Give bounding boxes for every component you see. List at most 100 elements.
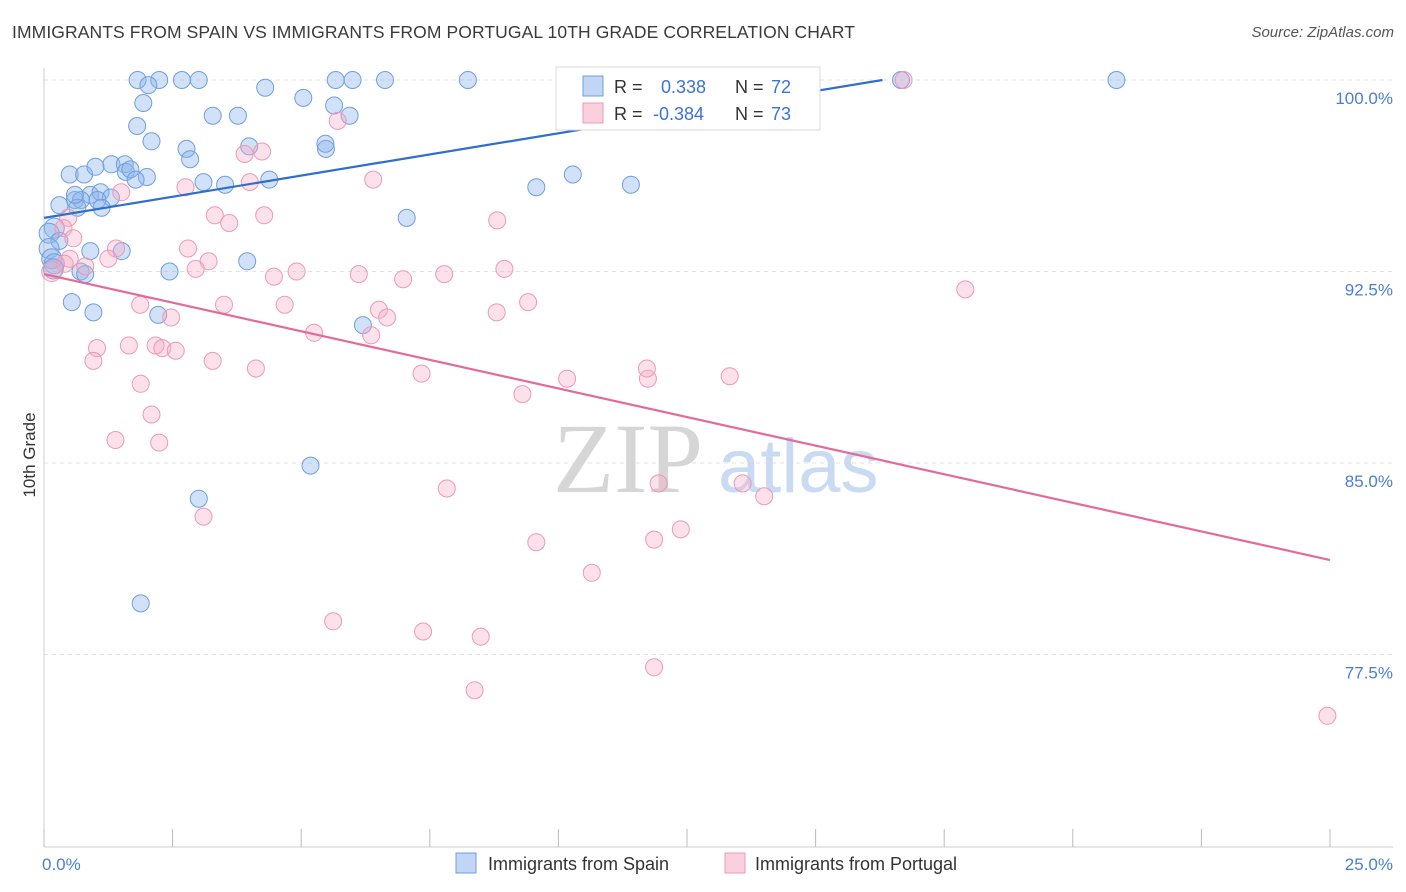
spain-point <box>256 78 275 97</box>
portugal-point <box>150 433 169 452</box>
y-tick-label: 100.0% <box>1335 89 1393 108</box>
spain-point <box>340 106 359 125</box>
portugal-point <box>487 303 506 322</box>
portugal-point <box>437 479 456 498</box>
portugal-point <box>179 239 197 258</box>
portugal-point <box>894 71 913 89</box>
source-label: Source: ZipAtlas.com <box>1251 24 1394 41</box>
chart-title: IMMIGRANTS FROM SPAIN VS IMMIGRANTS FROM… <box>12 22 856 42</box>
portugal-point <box>205 206 224 225</box>
portugal-point <box>645 530 664 549</box>
spain-point <box>189 489 208 508</box>
stats-portugal-r-label: R = <box>614 104 643 124</box>
portugal-point <box>153 339 172 358</box>
spain-point <box>139 76 158 95</box>
spain-point <box>177 139 196 158</box>
portugal-point <box>60 249 79 268</box>
portugal-point <box>64 229 83 248</box>
portugal-point <box>671 520 690 539</box>
spain-point <box>203 106 222 125</box>
spain-point <box>134 94 153 112</box>
portugal-point <box>558 369 577 388</box>
stats-portugal-n-value: 73 <box>771 104 791 124</box>
legend-spain-label: Immigrants from Spain <box>488 854 669 874</box>
spain-point <box>325 96 344 115</box>
spain-point <box>189 71 208 89</box>
portugal-point <box>328 111 347 130</box>
portugal-point <box>287 262 306 281</box>
spain-point <box>81 242 100 261</box>
series-legend: Immigrants from Spain Immigrants from Po… <box>455 852 957 874</box>
portugal-point <box>471 627 490 646</box>
spain-point <box>316 139 335 158</box>
spain-point <box>527 178 546 197</box>
portugal-point <box>131 374 150 393</box>
spain-point <box>131 594 150 613</box>
series-portugal-points <box>41 71 1337 725</box>
spain-point <box>116 162 135 181</box>
portugal-point <box>255 206 274 225</box>
spain-point <box>301 456 320 475</box>
portugal-point <box>41 261 63 282</box>
stats-portugal-n-label: N = <box>735 104 764 124</box>
spain-point <box>115 155 134 174</box>
spain-point <box>294 88 313 107</box>
legend-spain-swatch <box>455 852 477 874</box>
portugal-point <box>119 336 138 355</box>
stats-spain-n-value: 72 <box>771 77 791 97</box>
portugal-point <box>162 308 181 327</box>
x-tick-label-max: 25.0% <box>1345 855 1393 874</box>
portugal-point <box>362 326 381 345</box>
portugal-point <box>131 295 150 314</box>
portugal-point <box>186 259 205 278</box>
portugal-point <box>638 369 657 388</box>
spain-point <box>181 150 200 169</box>
stats-legend-portugal-swatch <box>582 102 604 124</box>
portugal-point <box>412 364 431 383</box>
y-tick-labels: 100.0% 92.5% 85.0% 77.5% <box>1335 89 1393 683</box>
portugal-point <box>99 249 118 268</box>
spain-point <box>102 155 121 174</box>
portugal-point <box>76 257 95 276</box>
spain-point <box>316 134 335 153</box>
portugal-point <box>84 351 103 370</box>
y-tick-label: 85.0% <box>1345 472 1393 491</box>
stats-spain-r-value: 0.338 <box>661 77 706 97</box>
portugal-point <box>649 474 668 493</box>
spain-point <box>62 293 81 312</box>
stats-legend-spain-swatch <box>582 75 604 97</box>
spain-point <box>38 222 60 244</box>
spain-point <box>150 71 169 89</box>
spain-point <box>216 175 235 194</box>
portugal-point <box>582 563 601 582</box>
spain-point <box>172 71 191 89</box>
portugal-point <box>107 239 125 258</box>
portugal-point <box>733 474 752 493</box>
portugal-point <box>166 341 185 360</box>
portugal-point <box>527 533 546 552</box>
spain-point <box>137 168 156 186</box>
portugal-point <box>637 359 656 378</box>
x-tick-label-min: 0.0% <box>42 855 81 874</box>
portugal-point <box>364 170 383 189</box>
watermark-zip: ZIP <box>553 403 703 514</box>
portugal-point <box>55 254 74 273</box>
portugal-point <box>755 487 774 506</box>
spain-point <box>84 303 103 322</box>
spain-point <box>621 175 640 194</box>
portugal-point <box>519 293 538 312</box>
spain-point <box>86 157 105 176</box>
legend-portugal-swatch <box>724 852 746 874</box>
spain-point <box>326 71 345 89</box>
spain-point <box>194 173 213 192</box>
stats-spain-n-label: N = <box>735 77 764 97</box>
spain-point <box>142 132 161 151</box>
spain-point <box>160 262 179 281</box>
spain-point <box>128 117 147 135</box>
portugal-trend-line <box>43 272 1331 562</box>
portugal-point <box>378 308 397 327</box>
spain-point <box>60 165 79 184</box>
spain-point <box>343 71 362 89</box>
portugal-point <box>106 431 125 449</box>
